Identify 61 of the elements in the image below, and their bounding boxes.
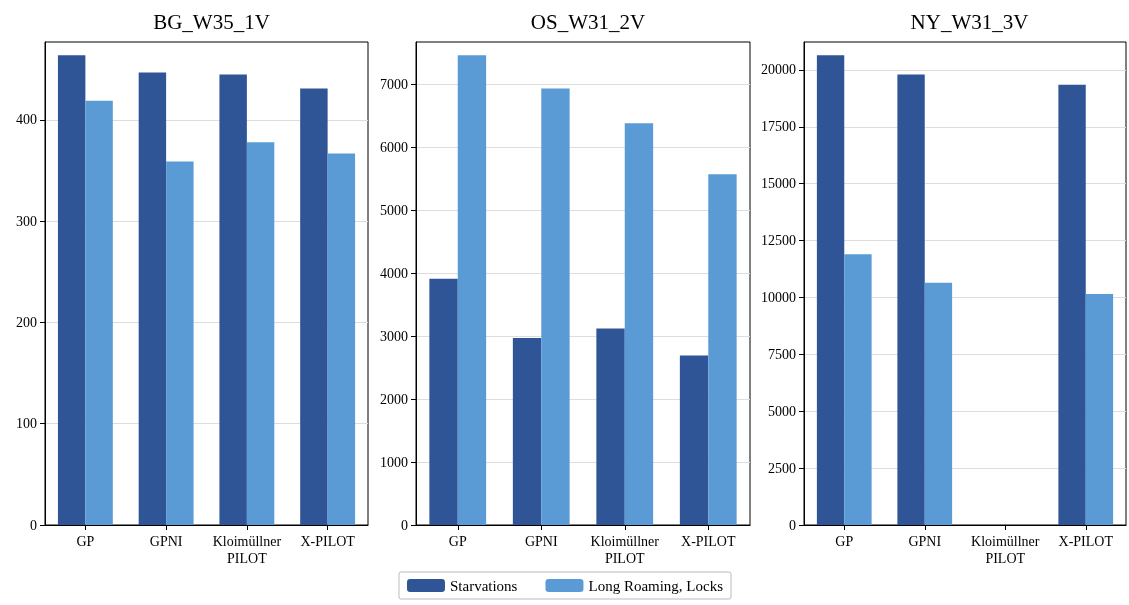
y-tick-label: 5000 xyxy=(768,403,796,419)
x-tick-label: GPNI xyxy=(908,534,942,549)
bar xyxy=(512,337,542,525)
bar xyxy=(844,254,872,525)
y-tick-label: 0 xyxy=(789,517,796,533)
x-tick-label: X-PILOT xyxy=(681,534,736,549)
legend-label: Long Roaming, Locks xyxy=(588,577,724,594)
y-tick-label: 12500 xyxy=(761,233,796,249)
y-tick-label: 4000 xyxy=(380,265,408,281)
bar xyxy=(429,278,458,525)
bar xyxy=(246,142,275,525)
x-tick-label: Kloimüllner PILOT xyxy=(590,534,660,566)
bar xyxy=(596,328,625,525)
y-tick-label: 2500 xyxy=(768,460,796,476)
y-tick-label: 6000 xyxy=(380,139,408,155)
y-tick-label: 20000 xyxy=(761,62,796,78)
bar xyxy=(138,72,167,525)
chart-title: BG_W35_1V xyxy=(153,9,270,34)
bar xyxy=(897,74,925,525)
bar xyxy=(1085,294,1114,525)
x-tick-label: Kloimüllner PILOT xyxy=(971,534,1040,566)
bar xyxy=(57,55,86,525)
bar xyxy=(219,74,247,525)
x-tick-label: X-PILOT xyxy=(300,534,356,549)
bar xyxy=(679,355,709,525)
y-tick-label: 17500 xyxy=(761,119,796,135)
y-tick-label: 7000 xyxy=(380,76,408,92)
bar xyxy=(1058,84,1086,525)
bar xyxy=(541,88,570,525)
bar xyxy=(457,55,487,525)
y-tick-label: 400 xyxy=(16,112,37,128)
x-tick-label: GP xyxy=(835,534,854,549)
x-tick-label: X-PILOT xyxy=(1058,534,1114,549)
chart-title: NY_W31_3V xyxy=(910,9,1029,34)
x-tick-label: Kloimüllner PILOT xyxy=(212,534,282,566)
bar xyxy=(166,161,194,525)
y-tick-label: 5000 xyxy=(380,202,408,218)
bar xyxy=(624,123,654,525)
bar xyxy=(708,174,737,525)
y-tick-label: 0 xyxy=(30,517,37,533)
bar xyxy=(85,100,113,525)
y-tick-label: 300 xyxy=(16,213,37,229)
y-tick-label: 15000 xyxy=(761,176,796,192)
bar xyxy=(300,88,328,525)
y-tick-label: 7500 xyxy=(768,346,796,362)
y-tick-label: 100 xyxy=(16,416,37,432)
x-tick-label: GPNI xyxy=(524,534,558,549)
x-tick-label: GPNI xyxy=(149,534,183,549)
y-tick-label: 3000 xyxy=(380,328,408,344)
bar xyxy=(327,153,356,525)
x-tick-label: GP xyxy=(76,534,95,549)
legend-label: Starvations xyxy=(449,577,518,594)
y-tick-label: 2000 xyxy=(380,391,408,407)
y-tick-label: 0 xyxy=(401,517,408,533)
x-tick-label: GP xyxy=(448,534,467,549)
y-tick-label: 200 xyxy=(16,314,37,330)
y-tick-label: 1000 xyxy=(380,454,408,470)
y-tick-label: 10000 xyxy=(761,289,796,305)
chart-title: OS_W31_2V xyxy=(530,9,646,34)
bar xyxy=(816,55,845,525)
bar xyxy=(924,282,953,525)
